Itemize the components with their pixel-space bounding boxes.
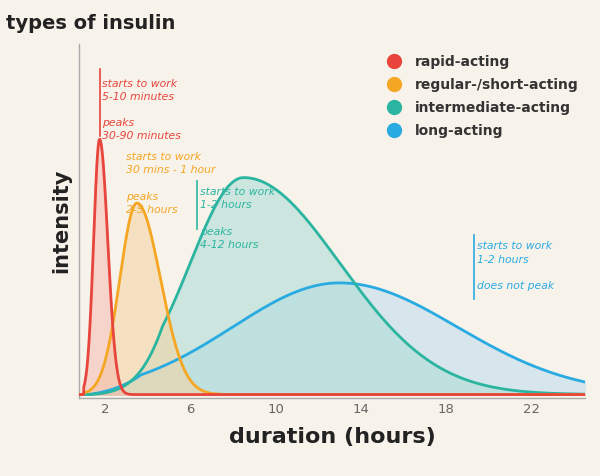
Legend: rapid-acting, regular-/short-acting, intermediate-acting, long-acting: rapid-acting, regular-/short-acting, int… <box>376 50 583 142</box>
Y-axis label: intensity: intensity <box>51 169 71 273</box>
Text: types of insulin: types of insulin <box>6 14 175 33</box>
Text: starts to work
5-10 minutes

peaks
30-90 minutes: starts to work 5-10 minutes peaks 30-90 … <box>102 79 181 141</box>
Text: starts to work
1-2 hours

does not peak: starts to work 1-2 hours does not peak <box>477 241 554 291</box>
Text: starts to work
30 mins - 1 hour

peaks
2-5 hours: starts to work 30 mins - 1 hour peaks 2-… <box>126 152 216 215</box>
X-axis label: duration (hours): duration (hours) <box>229 426 436 446</box>
Text: starts to work
1-2 hours

peaks
4-12 hours: starts to work 1-2 hours peaks 4-12 hour… <box>200 187 275 250</box>
